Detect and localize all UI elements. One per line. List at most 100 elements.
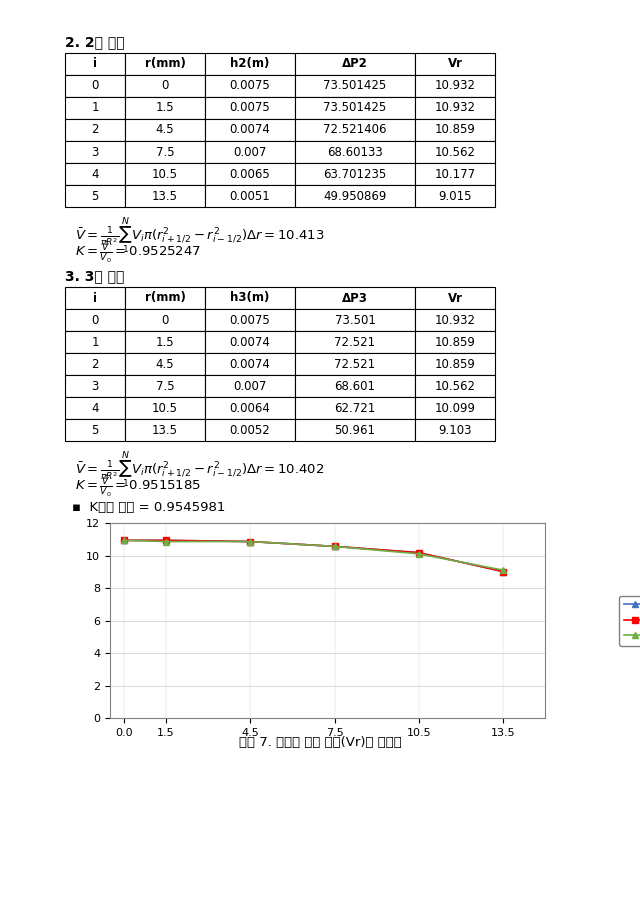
Bar xyxy=(125,331,205,353)
Text: Vr: Vr xyxy=(447,291,463,304)
Text: 10.562: 10.562 xyxy=(435,379,476,393)
Bar xyxy=(125,375,205,397)
Bar xyxy=(125,287,205,309)
Bar xyxy=(205,331,295,353)
실햘2Vr xyxy=(415,548,422,558)
실햘3Vr xyxy=(246,536,254,547)
Bar xyxy=(295,163,415,185)
Text: h2(m): h2(m) xyxy=(230,58,269,71)
Bar xyxy=(65,353,125,375)
Text: 0: 0 xyxy=(92,313,99,327)
Text: 10.932: 10.932 xyxy=(435,101,476,115)
Text: 0.0075: 0.0075 xyxy=(230,80,270,92)
Text: Vr: Vr xyxy=(447,58,463,71)
Text: 63.701235: 63.701235 xyxy=(323,167,387,180)
Bar xyxy=(125,141,205,163)
Text: 10.932: 10.932 xyxy=(435,80,476,92)
Line: 실햘3Vr: 실햘3Vr xyxy=(120,537,506,574)
Bar xyxy=(205,397,295,419)
Text: 0.0075: 0.0075 xyxy=(230,101,270,115)
Bar xyxy=(295,141,415,163)
실햘2Vr xyxy=(499,566,507,576)
실햘3Vr xyxy=(499,565,507,576)
Bar xyxy=(295,419,415,441)
Text: 0.0052: 0.0052 xyxy=(230,424,270,436)
실햘2Vr xyxy=(331,541,339,552)
Bar xyxy=(415,185,495,207)
실햘3Vr xyxy=(415,548,422,559)
실햘1Vr xyxy=(415,548,422,558)
Bar xyxy=(415,75,495,97)
Text: 50.961: 50.961 xyxy=(335,424,376,436)
Text: 4: 4 xyxy=(92,402,99,414)
Text: 2: 2 xyxy=(92,123,99,137)
Bar xyxy=(205,375,295,397)
Text: 13.5: 13.5 xyxy=(152,189,178,203)
실햘1Vr xyxy=(163,535,170,546)
Bar xyxy=(205,309,295,331)
Text: 62.721: 62.721 xyxy=(334,402,376,414)
Bar xyxy=(125,353,205,375)
Text: 10.5: 10.5 xyxy=(152,402,178,414)
Text: h3(m): h3(m) xyxy=(230,291,269,304)
Bar xyxy=(125,119,205,141)
Text: $\bar{V} = \frac{1}{\pi R^2}\sum_1^N V_i\pi(r^2_{i+1/2} - r^2_{i-1/2})\Delta r =: $\bar{V} = \frac{1}{\pi R^2}\sum_1^N V_i… xyxy=(75,215,324,255)
실햘2Vr xyxy=(163,535,170,546)
Bar xyxy=(205,75,295,97)
Bar xyxy=(205,97,295,119)
Text: 0.007: 0.007 xyxy=(234,379,267,393)
Bar xyxy=(295,185,415,207)
Text: 73.501425: 73.501425 xyxy=(323,80,387,92)
실햘3Vr xyxy=(120,535,128,546)
Text: $K = \frac{\bar{V}}{V_0} = 0.9515185$: $K = \frac{\bar{V}}{V_0} = 0.9515185$ xyxy=(75,475,201,500)
Text: 7.5: 7.5 xyxy=(156,146,174,158)
실햘1Vr xyxy=(331,541,339,552)
Bar xyxy=(65,419,125,441)
Bar xyxy=(415,375,495,397)
Bar xyxy=(125,97,205,119)
Bar xyxy=(125,75,205,97)
Text: 1: 1 xyxy=(92,101,99,115)
실햘2Vr xyxy=(120,535,128,546)
Bar xyxy=(415,309,495,331)
Bar xyxy=(295,375,415,397)
Text: 0.0074: 0.0074 xyxy=(230,123,271,137)
Text: 10.859: 10.859 xyxy=(435,336,476,348)
Bar xyxy=(65,75,125,97)
Text: 0.0064: 0.0064 xyxy=(230,402,271,414)
Text: 68.60133: 68.60133 xyxy=(327,146,383,158)
Bar xyxy=(295,331,415,353)
Text: 10.562: 10.562 xyxy=(435,146,476,158)
Text: r(mm): r(mm) xyxy=(145,58,186,71)
Text: r(mm): r(mm) xyxy=(145,291,186,304)
Bar xyxy=(65,97,125,119)
Text: 7.5: 7.5 xyxy=(156,379,174,393)
Text: 10.932: 10.932 xyxy=(435,313,476,327)
Bar xyxy=(205,419,295,441)
Text: 3. 3차 실험: 3. 3차 실험 xyxy=(65,269,124,283)
실햘1Vr xyxy=(120,535,128,546)
실햘3Vr xyxy=(331,541,339,552)
Text: 3: 3 xyxy=(92,379,99,393)
Bar xyxy=(65,309,125,331)
Text: 1: 1 xyxy=(92,336,99,348)
Bar xyxy=(295,397,415,419)
Bar xyxy=(295,119,415,141)
Bar xyxy=(205,185,295,207)
Text: i: i xyxy=(93,291,97,304)
Bar xyxy=(65,287,125,309)
Bar xyxy=(415,419,495,441)
Text: $K = \frac{\bar{V}}{V_0} = 0.9525247$: $K = \frac{\bar{V}}{V_0} = 0.9525247$ xyxy=(75,241,201,265)
Text: 4: 4 xyxy=(92,167,99,180)
Text: 10.859: 10.859 xyxy=(435,357,476,370)
Bar xyxy=(65,331,125,353)
Bar xyxy=(295,309,415,331)
Bar xyxy=(205,353,295,375)
Text: 10.177: 10.177 xyxy=(435,167,476,180)
Line: 실햘1Vr: 실햘1Vr xyxy=(120,537,506,575)
실햘3Vr xyxy=(163,536,170,547)
Text: ▪  K값의 평균 = 0.9545981: ▪ K값의 평균 = 0.9545981 xyxy=(72,501,225,514)
Text: 0.0074: 0.0074 xyxy=(230,357,271,370)
Text: 1.5: 1.5 xyxy=(156,336,174,348)
Text: 13.5: 13.5 xyxy=(152,424,178,436)
